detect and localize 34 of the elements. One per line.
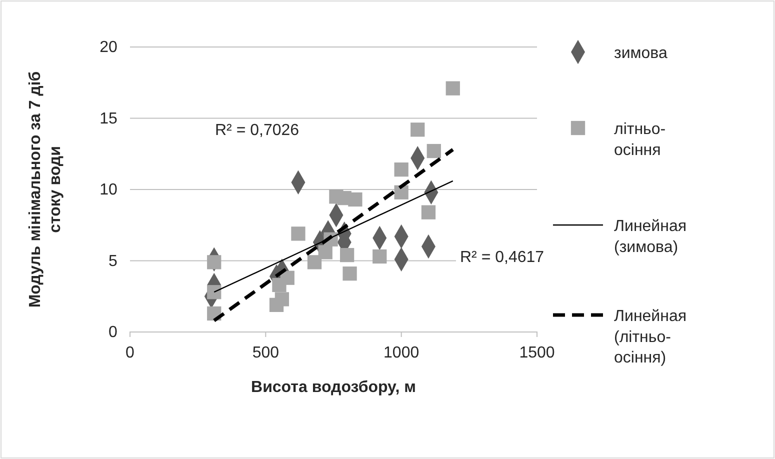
point — [410, 122, 425, 137]
x-tick-label: 1000 — [384, 344, 420, 362]
x-tick-label: 0 — [126, 344, 135, 362]
point — [342, 266, 357, 281]
annotation: R² = 0,4617 — [460, 249, 544, 266]
y-tick-label: 15 — [100, 110, 118, 128]
y-tick-label: 20 — [100, 39, 118, 56]
legend-label: літньо-осіння — [614, 121, 666, 159]
point — [307, 255, 322, 270]
point — [348, 192, 362, 207]
point — [291, 226, 306, 241]
legend-label: Линейная (літньо-осіння) — [614, 308, 687, 367]
point — [394, 162, 408, 177]
point — [446, 81, 460, 96]
y-tick-label: 0 — [108, 324, 118, 342]
x-tick-label: 1500 — [519, 344, 555, 362]
legend-label: Линейная (зимова) — [614, 218, 687, 256]
point — [318, 245, 332, 260]
point — [207, 255, 222, 270]
legend-label: зимова — [614, 45, 668, 62]
annotation: R² = 0,7026 — [215, 122, 300, 139]
point — [340, 248, 354, 262]
x-tick-label: 500 — [252, 344, 280, 362]
y-tick-label: 5 — [108, 252, 118, 270]
y-tick-label: 10 — [100, 182, 118, 199]
x-axis-title: Висота водозбору, м — [251, 379, 416, 396]
point — [394, 185, 408, 200]
point — [274, 292, 290, 306]
point — [372, 249, 387, 264]
point — [280, 270, 294, 285]
point — [426, 144, 441, 158]
point — [421, 205, 436, 220]
point — [207, 285, 222, 300]
y-axis-title: Модуль мінімального за 7 діб стоку води — [27, 71, 64, 308]
